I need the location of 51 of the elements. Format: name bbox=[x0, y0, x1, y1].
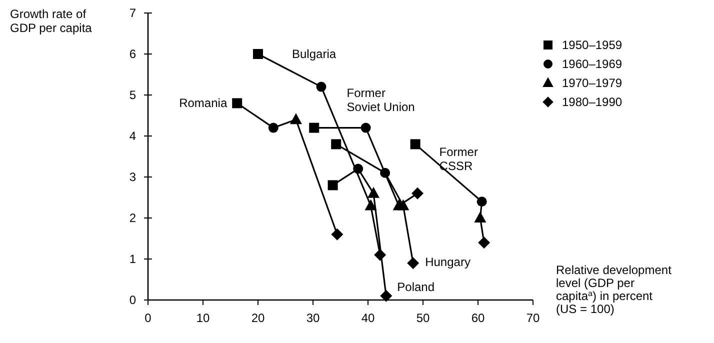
point bbox=[476, 196, 487, 207]
y-tick-label: 5 bbox=[129, 88, 136, 102]
point bbox=[253, 49, 263, 59]
point bbox=[407, 257, 420, 270]
point bbox=[374, 248, 386, 261]
point bbox=[364, 199, 377, 210]
point bbox=[353, 164, 364, 174]
y-tick-label: 4 bbox=[129, 129, 136, 143]
y-axis-title: Growth rate of GDP per capita bbox=[10, 7, 92, 35]
x-tick-label: 50 bbox=[416, 311, 430, 325]
point bbox=[268, 122, 278, 133]
y-tick-label: 7 bbox=[129, 6, 136, 20]
legend-label: 1960–1969 bbox=[562, 57, 622, 71]
y-tick-label: 0 bbox=[129, 293, 136, 307]
point bbox=[397, 199, 410, 210]
y-tick-label: 3 bbox=[129, 170, 136, 184]
series-label: Former CSSR bbox=[439, 145, 478, 174]
point bbox=[232, 98, 242, 108]
y-tick-label: 6 bbox=[129, 47, 136, 61]
point bbox=[328, 180, 338, 190]
series-label: Bulgaria bbox=[292, 47, 336, 61]
y-tick-label: 2 bbox=[129, 211, 136, 225]
x-tick-label: 70 bbox=[526, 311, 540, 325]
point bbox=[412, 187, 424, 200]
point bbox=[331, 228, 344, 240]
point bbox=[360, 122, 371, 133]
series-label: Poland bbox=[397, 280, 435, 294]
point bbox=[380, 290, 392, 302]
point bbox=[410, 139, 420, 150]
point bbox=[290, 113, 302, 124]
point bbox=[380, 168, 390, 178]
series-label: Former Soviet Union bbox=[346, 86, 415, 114]
point bbox=[316, 82, 326, 92]
point bbox=[474, 212, 486, 222]
series-label: Romania bbox=[179, 96, 228, 110]
x-tick-label: 30 bbox=[306, 311, 320, 325]
x-tick-label: 40 bbox=[361, 311, 375, 325]
point bbox=[368, 186, 380, 198]
y-tick-label: 1 bbox=[129, 252, 136, 266]
legend-label: 1950–1959 bbox=[562, 38, 622, 52]
series-label: Hungary bbox=[425, 255, 470, 270]
point bbox=[309, 122, 320, 133]
point bbox=[331, 139, 342, 150]
legend-label: 1980–1990 bbox=[562, 95, 622, 109]
x-tick-label: 60 bbox=[471, 311, 485, 325]
x-axis-title: Relative development level (GDP per capita$^{a}$) in percent (US = 100) bbox=[556, 263, 672, 316]
x-tick-label: 20 bbox=[251, 311, 265, 325]
x-tick-label: 0 bbox=[144, 311, 152, 325]
x-tick-label: 10 bbox=[196, 311, 210, 325]
legend-label: 1970–1979 bbox=[562, 76, 622, 90]
point bbox=[478, 236, 490, 249]
